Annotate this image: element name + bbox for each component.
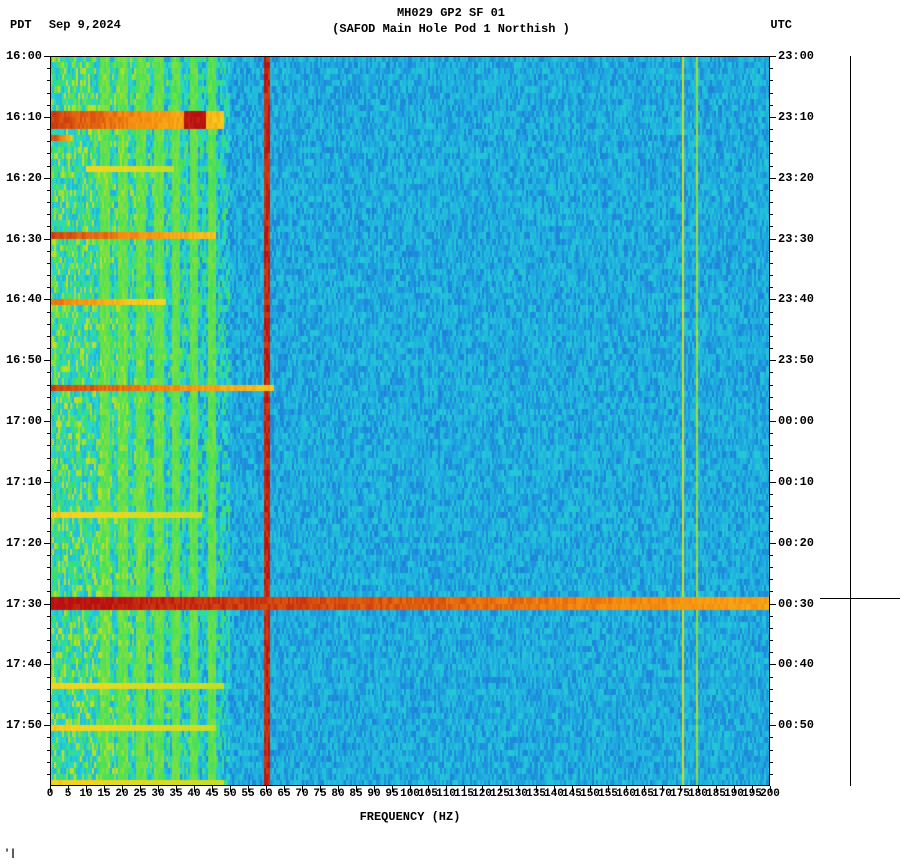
x-axis-label: FREQUENCY (HZ) xyxy=(50,810,770,824)
y-tick-label-left: 16:20 xyxy=(6,171,42,185)
x-tick-label: 170 xyxy=(652,788,672,800)
x-tick-label: 25 xyxy=(133,788,146,800)
x-tick-label: 35 xyxy=(169,788,182,800)
x-tick-label: 40 xyxy=(187,788,200,800)
y-tick-label-right: 00:50 xyxy=(778,718,814,732)
x-tick-label: 180 xyxy=(688,788,708,800)
y-tick-label-right: 23:50 xyxy=(778,353,814,367)
y-tick-marks-left xyxy=(44,56,50,786)
x-axis: 0510152025303540455055606570758085909510… xyxy=(50,786,770,836)
y-tick-label-left: 17:10 xyxy=(6,475,42,489)
time-marker-hline xyxy=(820,598,900,599)
x-tick-label: 125 xyxy=(490,788,510,800)
x-tick-label: 155 xyxy=(598,788,618,800)
x-tick-label: 105 xyxy=(418,788,438,800)
x-tick-label: 110 xyxy=(436,788,456,800)
x-tick-label: 190 xyxy=(724,788,744,800)
y-tick-label-left: 17:20 xyxy=(6,536,42,550)
y-tick-label-left: 17:50 xyxy=(6,718,42,732)
y-tick-label-right: 00:30 xyxy=(778,597,814,611)
x-tick-label: 45 xyxy=(205,788,218,800)
title-line-2: (SAFOD Main Hole Pod 1 Northish ) xyxy=(0,22,902,36)
x-tick-label: 195 xyxy=(742,788,762,800)
y-tick-label-left: 17:30 xyxy=(6,597,42,611)
time-marker-crosshair xyxy=(820,598,900,599)
y-tick-label-left: 16:10 xyxy=(6,110,42,124)
y-tick-label-left: 16:30 xyxy=(6,232,42,246)
x-tick-label: 145 xyxy=(562,788,582,800)
y-tick-label-left: 16:40 xyxy=(6,292,42,306)
x-tick-label: 120 xyxy=(472,788,492,800)
y-tick-label-right: 23:30 xyxy=(778,232,814,246)
x-tick-label: 140 xyxy=(544,788,564,800)
x-tick-label: 50 xyxy=(223,788,236,800)
x-tick-label: 100 xyxy=(400,788,420,800)
page-root: PDT Sep 9,2024 MH029 GP2 SF 01 (SAFOD Ma… xyxy=(0,0,902,864)
header: PDT Sep 9,2024 MH029 GP2 SF 01 (SAFOD Ma… xyxy=(0,4,902,44)
y-tick-label-left: 17:00 xyxy=(6,414,42,428)
y-tick-label-right: 00:20 xyxy=(778,536,814,550)
x-tick-label: 15 xyxy=(97,788,110,800)
x-tick-label: 135 xyxy=(526,788,546,800)
y-tick-label-right: 00:10 xyxy=(778,475,814,489)
x-tick-label: 130 xyxy=(508,788,528,800)
y-tick-label-right: 23:20 xyxy=(778,171,814,185)
x-tick-label: 5 xyxy=(65,788,72,800)
y-tick-label-left: 17:40 xyxy=(6,657,42,671)
x-tick-label: 0 xyxy=(47,788,54,800)
y-tick-marks-right xyxy=(770,56,776,786)
y-axis-left: 16:0016:1016:2016:3016:4016:5017:0017:10… xyxy=(0,56,50,786)
x-tick-label: 65 xyxy=(277,788,290,800)
x-tick-label: 55 xyxy=(241,788,254,800)
x-tick-label: 175 xyxy=(670,788,690,800)
x-tick-label: 160 xyxy=(616,788,636,800)
x-tick-labels: 0510152025303540455055606570758085909510… xyxy=(50,786,770,806)
footer-mark: '| xyxy=(4,849,16,860)
time-marker-vbar xyxy=(850,580,851,616)
y-axis-right: 23:0023:1023:2023:3023:4023:5000:0000:10… xyxy=(770,56,830,786)
x-tick-label: 95 xyxy=(385,788,398,800)
tz-right-label: UTC xyxy=(770,18,792,32)
y-tick-label-right: 23:40 xyxy=(778,292,814,306)
x-tick-label: 20 xyxy=(115,788,128,800)
y-tick-label-left: 16:00 xyxy=(6,49,42,63)
x-tick-label: 30 xyxy=(151,788,164,800)
x-tick-label: 10 xyxy=(79,788,92,800)
x-tick-label: 60 xyxy=(259,788,272,800)
spectrogram-canvas xyxy=(50,56,770,786)
x-tick-label: 185 xyxy=(706,788,726,800)
x-tick-label: 90 xyxy=(367,788,380,800)
x-tick-label: 85 xyxy=(349,788,362,800)
x-tick-label: 165 xyxy=(634,788,654,800)
x-tick-label: 150 xyxy=(580,788,600,800)
x-tick-label: 70 xyxy=(295,788,308,800)
y-tick-label-right: 23:00 xyxy=(778,49,814,63)
x-tick-label: 80 xyxy=(331,788,344,800)
y-tick-label-right: 00:40 xyxy=(778,657,814,671)
header-center: MH029 GP2 SF 01 (SAFOD Main Hole Pod 1 N… xyxy=(0,6,902,36)
title-line-1: MH029 GP2 SF 01 xyxy=(0,6,902,20)
header-right: UTC xyxy=(770,18,792,32)
y-tick-label-right: 23:10 xyxy=(778,110,814,124)
x-tick-label: 75 xyxy=(313,788,326,800)
time-scale-bar xyxy=(850,56,851,786)
y-tick-label-right: 00:00 xyxy=(778,414,814,428)
x-tick-label: 115 xyxy=(454,788,474,800)
x-tick-label: 200 xyxy=(760,788,780,800)
y-tick-label-left: 16:50 xyxy=(6,353,42,367)
spectrogram-plot xyxy=(50,56,770,786)
